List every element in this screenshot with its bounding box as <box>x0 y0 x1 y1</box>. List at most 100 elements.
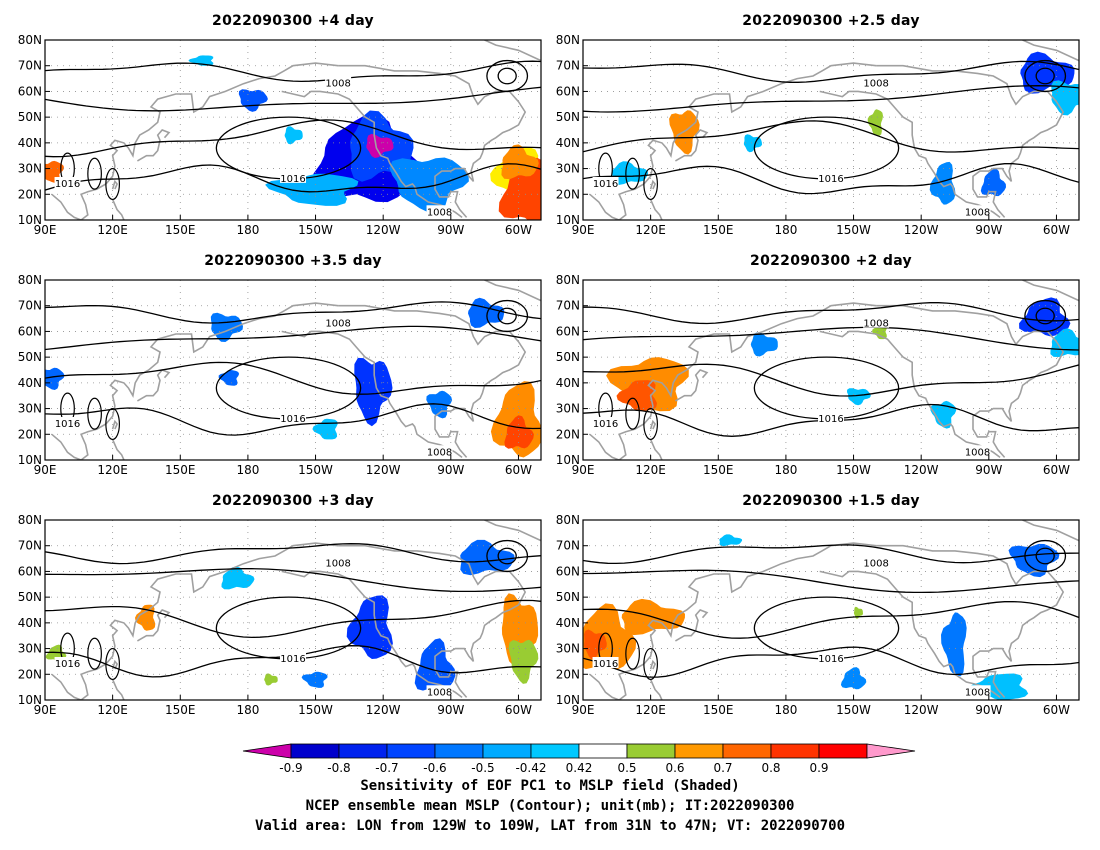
y-tick-label: 20N <box>556 187 580 201</box>
coastline <box>674 129 709 162</box>
y-tick-label: 50N <box>18 110 42 124</box>
y-tick-label: 10N <box>18 453 42 467</box>
coastline <box>51 302 339 460</box>
y-tick-label: 10N <box>556 213 580 227</box>
panel-title: 2022090300 +2 day <box>750 253 912 269</box>
sensitivity-shading <box>45 367 65 390</box>
sensitivity-shading <box>1008 543 1060 578</box>
contour-label: 1008 <box>427 207 452 218</box>
colorbar-label: 0.5 <box>617 761 636 775</box>
x-tick-label: 150E <box>703 703 734 717</box>
contour-label: 1008 <box>427 447 452 458</box>
contour-label: 1008 <box>965 687 990 698</box>
coastline <box>281 90 463 219</box>
y-tick-label: 40N <box>556 376 580 390</box>
x-tick-label: 60W <box>505 703 532 717</box>
colorbar-box <box>578 743 628 759</box>
contour-label: 1008 <box>427 687 452 698</box>
panel-grid: 2022090300 +4 day 1008 1016 1008 1016 90E 120E… <box>18 13 1080 717</box>
sensitivity-shading <box>135 604 156 631</box>
colorbar: -0.9 -0.8 -0.7 -0.6 -0.5 -0.42 0.42 0.5 0.6 0.7 0.… <box>242 743 916 775</box>
x-tick-label: 150E <box>703 463 734 477</box>
map-frame <box>44 279 542 461</box>
x-tick-label: 120W <box>904 463 939 477</box>
x-tick-label: 60W <box>1043 703 1070 717</box>
x-tick-label: 60W <box>1043 223 1070 237</box>
coastline <box>136 369 171 402</box>
x-tick-label: 150W <box>298 463 333 477</box>
mslp-contour <box>1035 547 1055 565</box>
colorbar-label: -0.6 <box>423 761 446 775</box>
x-tick-label: 150W <box>836 703 871 717</box>
mslp-contour <box>87 397 102 430</box>
sensitivity-shading <box>284 126 303 145</box>
contour-label: 1016 <box>593 419 618 430</box>
x-tick-label: 90W <box>975 223 1002 237</box>
y-tick-label: 40N <box>556 616 580 630</box>
colorbar-label: 0.6 <box>665 761 684 775</box>
y-tick-label: 30N <box>556 402 580 416</box>
coastline <box>51 542 339 700</box>
y-tick-label: 80N <box>556 33 580 47</box>
panel-title: 2022090300 +4 day <box>212 13 374 29</box>
x-tick-label: 90E <box>34 463 57 477</box>
contour-label-bg <box>280 651 306 663</box>
x-tick-label: 150W <box>836 463 871 477</box>
y-tick-label: 80N <box>18 273 42 287</box>
colorbar-box <box>290 743 340 759</box>
coastline <box>589 302 877 460</box>
map-frame <box>582 279 1080 461</box>
coastline <box>1022 520 1079 542</box>
y-tick-label: 70N <box>556 299 580 313</box>
colorbar-label: -0.42 <box>515 761 546 775</box>
coastline <box>338 544 527 698</box>
coastline <box>876 544 1065 698</box>
contour-label: 1016 <box>280 174 305 185</box>
map-frame <box>582 519 1080 701</box>
sensitivity-shading <box>750 332 778 357</box>
y-tick-label: 10N <box>556 453 580 467</box>
sensitivity-shading <box>301 671 328 688</box>
mslp-contour <box>1024 59 1067 93</box>
sensitivity-shading <box>840 667 867 690</box>
contour-label: 1016 <box>280 654 305 665</box>
x-tick-label: 90W <box>975 463 1002 477</box>
x-tick-label: 180 <box>236 703 259 717</box>
y-tick-label: 60N <box>556 324 580 338</box>
contour-label: 1008 <box>325 79 350 90</box>
colorbar-box <box>482 743 532 759</box>
coastline <box>136 129 171 162</box>
map-panel-3: 2022090300 +3.5 day 1008 1016 1008 1016 90E 12… <box>18 253 542 477</box>
mslp-contour <box>1024 299 1067 333</box>
x-tick-label: 150W <box>836 223 871 237</box>
x-tick-label: 150E <box>165 463 196 477</box>
mslp-contour <box>583 600 1079 639</box>
y-tick-label: 40N <box>18 376 42 390</box>
x-tick-label: 60W <box>1043 463 1070 477</box>
coastline <box>111 199 125 220</box>
y-tick-label: 50N <box>556 590 580 604</box>
mslp-contour <box>1035 67 1055 85</box>
x-tick-label: 90W <box>437 463 464 477</box>
x-tick-label: 150E <box>165 223 196 237</box>
contour-label: 1008 <box>325 319 350 330</box>
caption-line-1: Sensitivity of EOF PC1 to MSLP field (Sh… <box>360 778 739 794</box>
x-tick-label: 180 <box>236 223 259 237</box>
y-tick-label: 20N <box>18 427 42 441</box>
mslp-contour <box>583 569 1079 594</box>
contour-label-bg <box>280 171 306 183</box>
y-tick-label: 20N <box>556 667 580 681</box>
sensitivity-shading <box>616 380 657 412</box>
x-tick-label: 180 <box>236 463 259 477</box>
x-tick-label: 90E <box>34 223 57 237</box>
x-tick-label: 180 <box>774 703 797 717</box>
contour-label-bg <box>964 445 991 457</box>
mslp-contour <box>497 67 517 85</box>
colorbar-right-arrow <box>866 743 916 759</box>
contour-label-bg <box>426 445 453 457</box>
mslp-contour <box>497 307 517 325</box>
sensitivity-shading <box>867 109 883 136</box>
contour-label: 1008 <box>863 319 888 330</box>
colorbar-left-arrow <box>242 743 292 759</box>
